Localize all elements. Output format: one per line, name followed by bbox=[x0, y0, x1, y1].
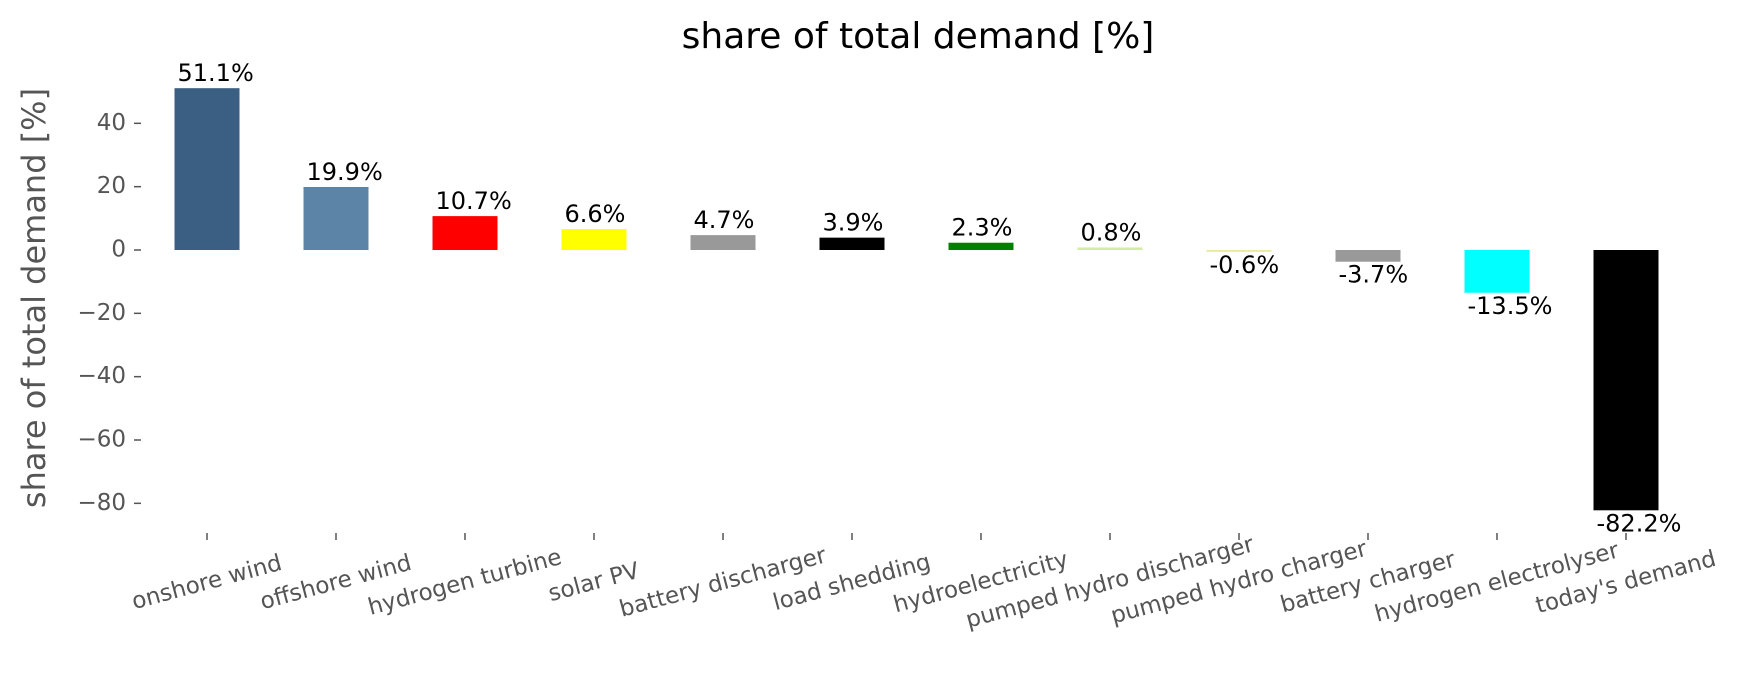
chart-title: share of total demand [%] bbox=[682, 16, 1155, 57]
bar bbox=[1464, 250, 1530, 293]
y-tick-label: 40 bbox=[97, 110, 126, 136]
y-axis-label: share of total demand [%] bbox=[15, 88, 53, 508]
bar bbox=[1206, 250, 1272, 252]
value-label: -13.5% bbox=[1468, 292, 1553, 320]
value-label: 6.6% bbox=[565, 200, 626, 228]
value-label: 4.7% bbox=[694, 206, 755, 234]
bar bbox=[174, 88, 240, 250]
y-tick-label: 0 bbox=[111, 237, 126, 263]
bar bbox=[432, 216, 498, 250]
value-label: 19.9% bbox=[307, 158, 383, 186]
bar bbox=[1335, 250, 1401, 262]
y-tick-label: −20 bbox=[77, 300, 126, 326]
y-tick-label: −60 bbox=[77, 427, 126, 453]
value-label: 51.1% bbox=[178, 59, 254, 87]
value-label: -3.7% bbox=[1339, 261, 1409, 289]
value-label: 0.8% bbox=[1081, 218, 1142, 246]
x-tick-label: battery discharger bbox=[617, 542, 830, 622]
bar bbox=[1077, 247, 1143, 250]
y-tick-label: −40 bbox=[77, 363, 126, 389]
bar bbox=[690, 235, 756, 250]
y-tick-label: −80 bbox=[77, 490, 126, 516]
bar bbox=[561, 229, 627, 250]
value-label: 3.9% bbox=[823, 209, 884, 237]
bar bbox=[819, 237, 885, 250]
y-tick-label: 20 bbox=[97, 173, 126, 199]
value-label: 2.3% bbox=[952, 214, 1013, 242]
value-label: -82.2% bbox=[1597, 509, 1682, 537]
bar bbox=[948, 242, 1014, 250]
bar bbox=[1593, 250, 1659, 511]
bar bbox=[303, 186, 369, 250]
value-label: -0.6% bbox=[1210, 251, 1280, 279]
value-label: 10.7% bbox=[436, 187, 512, 215]
